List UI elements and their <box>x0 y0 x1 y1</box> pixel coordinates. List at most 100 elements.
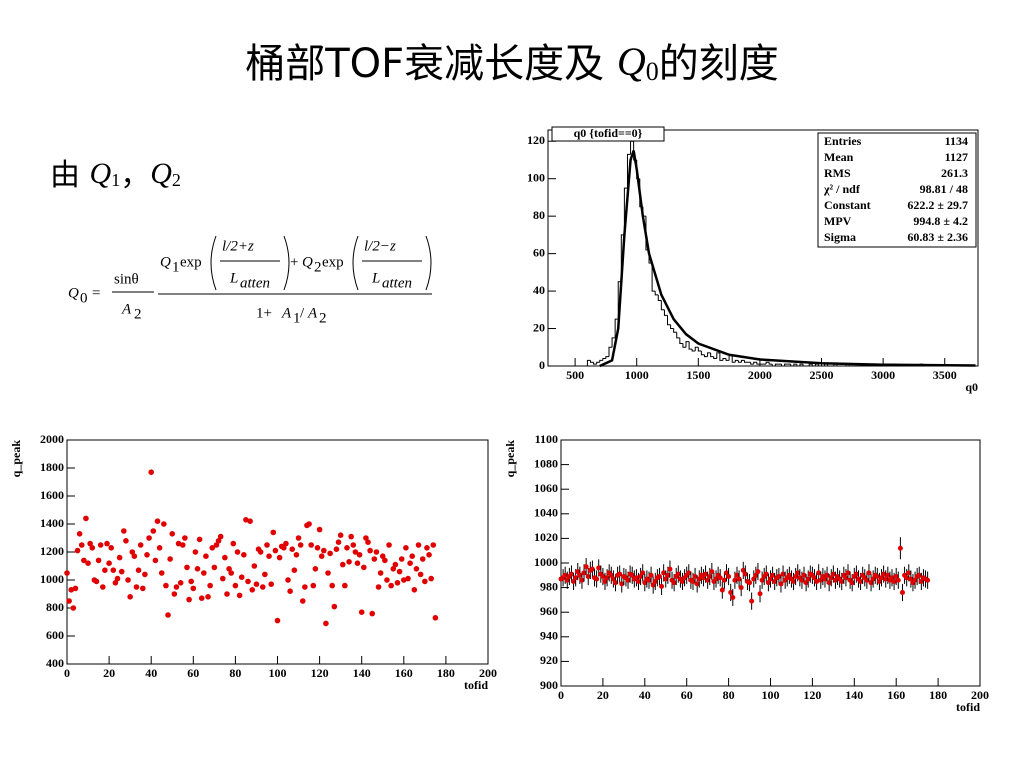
histogram-bin <box>667 315 671 326</box>
histogram-bin <box>676 332 680 339</box>
histogram-bin <box>608 346 613 357</box>
histogram-bin <box>586 359 591 366</box>
data-point <box>585 574 591 580</box>
data-point <box>864 577 870 583</box>
data-point <box>249 587 256 593</box>
data-point <box>66 598 72 604</box>
data-point <box>245 578 251 585</box>
y-tick-label: 980 <box>540 579 558 593</box>
y-tick-label: 940 <box>540 629 558 643</box>
data-point <box>361 564 367 571</box>
data-point <box>135 567 142 573</box>
data-point <box>253 581 260 587</box>
data-point <box>845 570 851 576</box>
data-point <box>642 580 648 586</box>
data-point <box>786 572 792 578</box>
stats-value: 261.3 <box>941 166 968 180</box>
data-point <box>379 553 386 559</box>
data-point <box>843 575 849 581</box>
paren <box>210 235 217 291</box>
data-point <box>131 553 138 559</box>
chart-title: q0 {tofid==0} <box>574 126 643 140</box>
data-point <box>209 545 216 551</box>
data-point <box>424 545 430 551</box>
formula-subscript: 2 <box>134 306 142 322</box>
data-point <box>417 571 424 578</box>
data-point <box>139 585 146 592</box>
data-point <box>285 577 291 583</box>
data-point <box>849 580 855 586</box>
histogram-bin <box>685 341 690 348</box>
title-symbol: Q <box>617 39 646 84</box>
data-point <box>853 571 859 577</box>
histogram-bin <box>793 363 797 366</box>
data-point <box>318 553 325 559</box>
fit-curve <box>599 150 976 368</box>
y-tick-label: 40 <box>533 283 545 297</box>
data-point <box>112 580 119 586</box>
data-point <box>308 542 314 548</box>
x-tick-label: 20 <box>103 666 115 680</box>
data-point <box>302 584 308 590</box>
data-point <box>232 582 239 589</box>
data-point <box>803 580 809 586</box>
data-point <box>401 577 407 583</box>
data-point <box>778 581 784 587</box>
y-tick-label: 1600 <box>40 488 64 502</box>
formula-subscript: 2 <box>314 259 322 275</box>
formula-text: l/2+z <box>222 238 254 254</box>
histogram-bin <box>626 153 631 189</box>
histogram-bin <box>614 318 619 338</box>
data-point <box>713 576 719 582</box>
histogram-bin <box>780 364 785 367</box>
data-point <box>365 539 371 545</box>
y-tick-label: 1000 <box>534 555 558 569</box>
data-point <box>363 535 369 541</box>
data-point <box>184 564 190 571</box>
data-point <box>295 535 302 541</box>
data-point <box>321 547 327 554</box>
data-point <box>581 570 587 576</box>
formula-symbol: A <box>307 305 318 321</box>
data-point <box>81 557 87 564</box>
data-point <box>259 584 266 590</box>
data-point <box>215 538 222 544</box>
data-point <box>165 612 171 618</box>
data-point <box>78 542 85 548</box>
data-point <box>352 549 359 555</box>
data-point <box>648 572 654 578</box>
y-tick-label: 1400 <box>40 516 64 530</box>
data-point <box>87 540 93 547</box>
data-point <box>866 570 872 576</box>
data-point <box>230 540 237 547</box>
stats-label: MPV <box>824 214 852 228</box>
stats-value: 622.2 ± 29.7 <box>907 198 968 212</box>
y-tick-label: 80 <box>533 208 545 222</box>
data-point <box>768 576 773 582</box>
data-point <box>85 560 91 566</box>
data-point <box>163 582 169 589</box>
data-point <box>830 571 836 577</box>
data-point <box>717 575 723 581</box>
stats-value: 98.81 / 48 <box>920 182 968 196</box>
title-text: 的刻度 <box>659 41 779 87</box>
histogram-bin <box>670 324 674 330</box>
formula-symbol: Q <box>68 285 79 301</box>
data-point <box>667 566 673 572</box>
data-point <box>106 560 112 566</box>
x-tick-label: 20 <box>597 688 609 702</box>
formula-operator: = <box>92 285 100 301</box>
data-point <box>396 568 403 575</box>
formula-symbol: L <box>371 270 380 286</box>
data-point <box>747 580 753 586</box>
x-tick-label: 100 <box>762 688 780 702</box>
data-point <box>589 566 595 572</box>
data-point <box>137 542 144 548</box>
formula-subscript: 1 <box>293 310 301 326</box>
data-point <box>281 545 287 551</box>
data-point <box>671 580 677 586</box>
data-point <box>144 552 150 558</box>
data-point <box>811 575 817 581</box>
data-point <box>571 578 577 584</box>
data-point <box>805 576 811 582</box>
